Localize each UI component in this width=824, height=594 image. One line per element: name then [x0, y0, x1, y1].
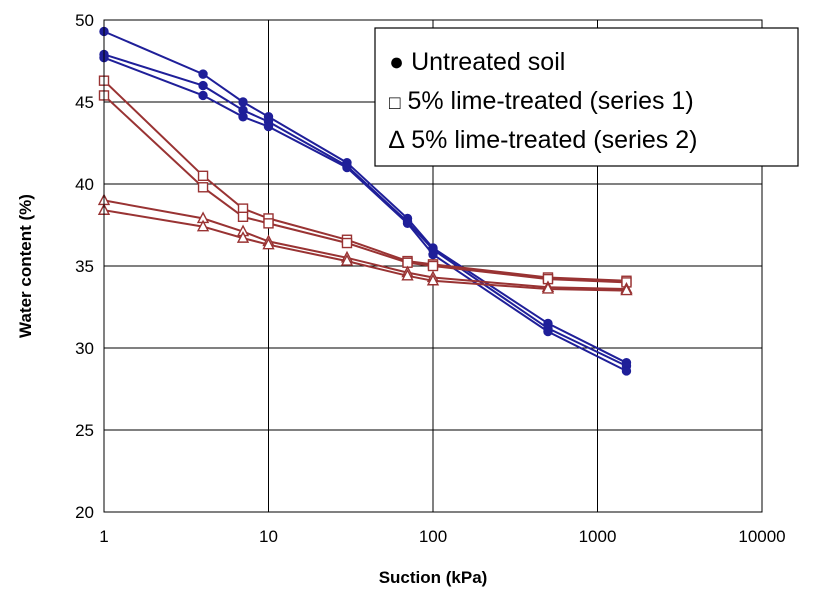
data-point [236, 231, 250, 243]
legend-entry-untreated: ● Untreated soil [389, 48, 565, 76]
x-tick-label: 100 [419, 527, 447, 546]
series-layer [97, 26, 633, 376]
x-tick-label: 1000 [579, 527, 617, 546]
data-point [197, 182, 209, 193]
y-tick-label: 50 [75, 11, 94, 30]
legend-box [374, 27, 799, 167]
x-tick-label: 10 [259, 527, 278, 546]
data-point [340, 254, 354, 266]
data-point [238, 112, 248, 122]
x-axis-title: Suction (kPa) [379, 568, 488, 587]
data-point [620, 283, 633, 296]
data-point [621, 366, 632, 376]
legend-label: Untreated soil [411, 48, 565, 76]
plot-area-frame [103, 19, 763, 513]
data-point [198, 80, 208, 91]
data-point [427, 260, 439, 272]
series-lime-triangle [97, 203, 633, 296]
data-point [198, 90, 208, 101]
data-point [543, 326, 553, 337]
data-point [402, 218, 413, 229]
tick-labels: 1 10 100 1000 10000 20 25 30 35 40 45 50 [75, 11, 786, 546]
y-tick-label: 25 [75, 421, 94, 440]
y-tick-label: 40 [75, 175, 94, 194]
legend-label: 5% lime-treated (series 2) [411, 126, 697, 154]
x-tick-label: 10000 [738, 527, 785, 546]
data-point [541, 281, 555, 294]
legend-symbol: ∆ [389, 126, 405, 154]
data-point [196, 219, 210, 232]
data-point [426, 273, 440, 286]
y-tick-label: 20 [75, 503, 94, 522]
y-tick-label: 30 [75, 339, 94, 358]
legend-entry-lime-series-1: □ 5% lime-treated (series 1) [389, 87, 694, 115]
legend-symbol: □ [389, 93, 401, 114]
legend-symbol: ● [389, 48, 404, 76]
legend-entry-lime-series-2: ∆ 5% lime-treated (series 2) [389, 126, 697, 154]
y-tick-label: 35 [75, 257, 94, 276]
data-point [262, 237, 275, 250]
series-untreated-circle [99, 53, 632, 376]
legend: ● Untreated soil □ 5% lime-treated (seri… [374, 27, 799, 167]
data-point [401, 268, 414, 281]
data-point [197, 170, 209, 182]
data-point [198, 69, 208, 79]
y-axis-title: Water content (%) [16, 194, 35, 338]
data-point [238, 97, 248, 107]
data-point [263, 218, 274, 229]
data-point [263, 121, 274, 132]
y-tick-label: 45 [75, 93, 94, 112]
data-point [341, 237, 353, 249]
legend-label: 5% lime-treated (series 1) [407, 87, 693, 115]
data-point [428, 249, 438, 260]
data-point [237, 211, 249, 223]
x-tick-label: 1 [99, 527, 108, 546]
data-point [342, 162, 352, 173]
